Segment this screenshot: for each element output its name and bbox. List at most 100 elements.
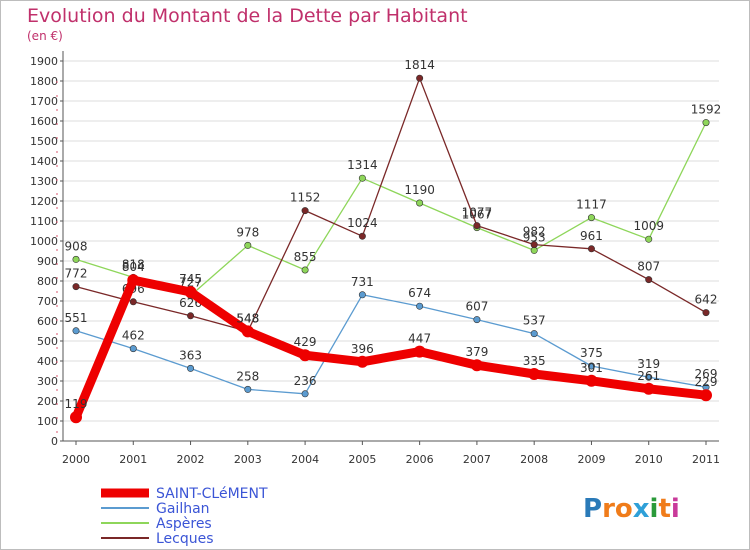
data-label: 1077	[462, 206, 493, 220]
data-point	[244, 241, 252, 249]
data-label: 548	[236, 311, 259, 325]
data-label: 236	[294, 374, 317, 388]
y-tick-label: 1800	[30, 75, 58, 88]
data-label: 908	[65, 239, 88, 253]
data-label: 319	[637, 357, 660, 371]
logo-letter: i	[671, 494, 680, 524]
legend-label-3: Lecques	[156, 531, 214, 547]
plot-area	[63, 61, 719, 441]
y-tick-label: 1100	[30, 215, 58, 228]
data-point	[702, 309, 710, 317]
data-label: 551	[65, 311, 88, 325]
legend-label-2: Aspères	[156, 516, 212, 532]
y-tick-label: 900	[37, 255, 58, 268]
data-point	[70, 411, 82, 424]
data-point	[129, 345, 137, 353]
x-tick-label: 2011	[692, 453, 720, 466]
y-tick-label: 700	[37, 295, 58, 308]
data-point	[187, 364, 195, 372]
data-label: 229	[695, 375, 718, 389]
data-label: 1314	[347, 158, 378, 172]
y-tick-label: 1400	[30, 155, 58, 168]
y-tick-label: 400	[37, 355, 58, 368]
data-point	[358, 174, 366, 182]
data-label: 953	[523, 230, 546, 244]
data-point	[187, 312, 195, 320]
data-point	[642, 382, 655, 395]
x-tick-label: 2006	[406, 453, 434, 466]
data-point	[72, 327, 80, 335]
data-label: 772	[65, 267, 88, 281]
data-point	[127, 274, 140, 287]
data-point	[72, 255, 80, 263]
data-label: 447	[408, 332, 431, 346]
x-tick-label: 2008	[520, 453, 548, 466]
data-label: 375	[580, 346, 603, 360]
y-tick-label: 200	[37, 395, 58, 408]
chart-unit: (en €)	[27, 29, 63, 43]
data-label: 335	[523, 354, 546, 368]
data-point	[530, 246, 538, 254]
logo-letter: o	[615, 494, 633, 524]
data-point	[473, 316, 481, 324]
data-point	[587, 245, 595, 253]
y-tick-label: 1900	[30, 55, 58, 68]
data-point	[358, 291, 366, 299]
data-point	[530, 241, 538, 249]
proxiti-logo: Proxiti	[583, 494, 680, 524]
x-tick-label: 2001	[119, 453, 147, 466]
x-tick-label: 2005	[348, 453, 376, 466]
logo-letter: r	[602, 494, 615, 524]
data-label: 1152	[290, 191, 321, 205]
x-tick-label: 2003	[234, 453, 262, 466]
data-label: 1067	[462, 208, 493, 222]
data-point	[587, 214, 595, 222]
data-point	[416, 199, 424, 207]
y-tick-label: 800	[37, 275, 58, 288]
data-label: 745	[179, 272, 202, 286]
data-label: 462	[122, 329, 145, 343]
y-tick-label: 500	[37, 335, 58, 348]
logo-letter: x	[633, 494, 650, 524]
data-point	[702, 119, 710, 127]
y-tick-label: 1000	[30, 235, 58, 248]
data-point	[244, 385, 252, 393]
data-label: 1024	[347, 216, 378, 230]
y-tick-label: 1500	[30, 135, 58, 148]
data-label: 269	[695, 367, 718, 381]
data-point	[301, 390, 309, 398]
logo-letter: P	[583, 494, 602, 524]
logo-letter: i	[650, 494, 659, 524]
data-label: 258	[236, 369, 259, 383]
data-point	[129, 298, 137, 306]
data-point	[416, 302, 424, 310]
data-label: 978	[236, 225, 259, 239]
data-label: 961	[580, 229, 603, 243]
y-tick-label: 600	[37, 315, 58, 328]
data-label: 727	[179, 276, 202, 290]
data-point	[413, 345, 426, 358]
data-label: 119	[65, 397, 88, 411]
data-label: 1190	[404, 183, 435, 197]
y-tick-label: 0	[51, 435, 58, 448]
data-point	[473, 222, 481, 230]
x-tick-label: 2002	[177, 453, 205, 466]
data-point	[470, 359, 483, 372]
data-label: 396	[351, 342, 374, 356]
data-point	[585, 374, 598, 387]
data-label: 363	[179, 348, 202, 362]
y-tick-label: 1600	[30, 115, 58, 128]
data-point	[645, 235, 653, 243]
data-point	[700, 389, 712, 402]
y-tick-label: 1700	[30, 95, 58, 108]
x-tick-label: 2010	[635, 453, 663, 466]
data-label: 548	[236, 311, 259, 325]
chart-title: Evolution du Montant de la Dette par Hab…	[27, 5, 468, 27]
data-point	[587, 362, 595, 370]
data-label: 807	[637, 260, 660, 274]
data-label: 731	[351, 275, 374, 289]
data-point	[645, 276, 653, 284]
x-tick-label: 2004	[291, 453, 319, 466]
data-label: 1592	[691, 103, 722, 117]
